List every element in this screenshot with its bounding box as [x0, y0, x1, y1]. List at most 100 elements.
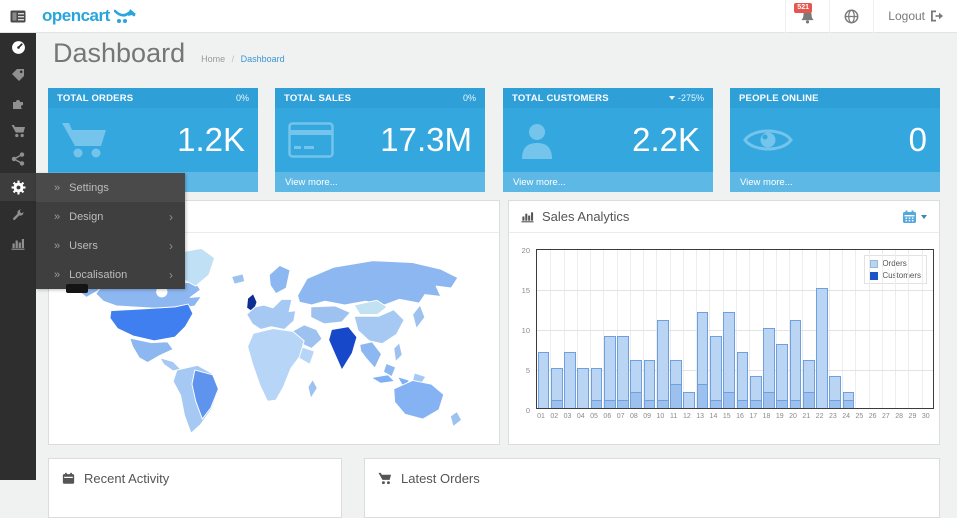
logout-button[interactable]: Logout: [873, 0, 957, 33]
panel-title: Sales Analytics: [542, 209, 630, 224]
world-map-panel-header: [49, 201, 499, 233]
latest-orders-header: Latest Orders: [365, 459, 939, 497]
map-country-philippines[interactable]: [393, 342, 403, 363]
double-chevron-icon: »: [54, 268, 61, 281]
chart-bar-orders: [550, 368, 563, 408]
chart-bar-customers: [776, 400, 789, 408]
x-tick-label: 12: [683, 413, 691, 420]
x-tick-label: 19: [775, 413, 784, 420]
chart-bar-customers: [736, 400, 749, 408]
sign-out-icon: [931, 10, 943, 22]
wrench-icon: [13, 209, 24, 220]
gridline-vertical: [828, 250, 830, 408]
map-tooltip: [66, 284, 88, 293]
sidebar-item-extensions[interactable]: [0, 89, 36, 117]
sidebar-nav: [0, 33, 36, 480]
chart-bar-orders: [816, 288, 828, 408]
stores-button[interactable]: [829, 0, 873, 33]
sidebar-item-reports[interactable]: [0, 229, 36, 257]
chart-plot: Orders Customers 05101520010203040506070…: [522, 246, 934, 420]
map-country-mexico[interactable]: [129, 337, 174, 363]
map-borneo[interactable]: [382, 362, 397, 378]
breadcrumb-home-link[interactable]: Home: [201, 54, 226, 64]
map-country-australia[interactable]: [393, 379, 445, 420]
view-more-link[interactable]: View more...: [275, 172, 485, 192]
chart-bar-orders: [643, 360, 656, 408]
map-country-japan[interactable]: [412, 304, 426, 330]
sidebar-item-marketing[interactable]: [0, 145, 36, 173]
chart-bar-orders: [670, 360, 682, 408]
chevron-right-icon: ›: [169, 209, 173, 224]
notifications-button[interactable]: 521: [785, 0, 829, 33]
view-more-link[interactable]: View more...: [503, 172, 713, 192]
map-central-america[interactable]: [159, 357, 182, 372]
map-country-russia[interactable]: [297, 260, 459, 306]
world-map[interactable]: [54, 239, 494, 437]
gridline-vertical: [842, 250, 844, 408]
flyout-item-settings[interactable]: » Settings: [36, 173, 185, 202]
map-country-new-zealand[interactable]: [449, 411, 463, 428]
chart-bar-orders: [709, 336, 722, 408]
map-country-brazil[interactable]: [191, 369, 219, 420]
flyout-item-label: Settings: [69, 181, 109, 194]
shopping-cart-icon: [11, 125, 25, 138]
sidebar-item-catalog[interactable]: [0, 61, 36, 89]
gridline-vertical: [921, 250, 923, 408]
dashboard-icon: [11, 40, 25, 54]
sidebar-item-tools[interactable]: [0, 201, 36, 229]
latest-orders-panel: Latest Orders: [364, 458, 940, 518]
chevron-right-icon: ›: [169, 267, 173, 282]
gridline-vertical: [855, 250, 857, 408]
y-tick-label: 10: [521, 326, 530, 335]
map-central-asia[interactable]: [310, 305, 351, 325]
map-scandinavia[interactable]: [268, 264, 291, 295]
sidebar-toggle-button[interactable]: [0, 0, 36, 33]
breadcrumb-current-link[interactable]: Dashboard: [240, 54, 285, 64]
legend-swatch-orders: [870, 259, 879, 268]
map-africa[interactable]: [247, 328, 305, 402]
notification-count-badge: 521: [794, 2, 812, 13]
gridline-vertical: [868, 250, 870, 408]
map-country-china[interactable]: [353, 309, 405, 345]
map-country-iceland[interactable]: [231, 273, 246, 285]
x-tick-label: 08: [629, 413, 638, 420]
sidebar-item-sales[interactable]: [0, 117, 36, 145]
chart-bar-customers: [643, 400, 656, 408]
map-country-usa[interactable]: [109, 303, 194, 342]
x-tick-label: 22: [815, 413, 824, 420]
view-more-link[interactable]: View more...: [730, 172, 940, 192]
chart-bar-customers: [617, 400, 629, 408]
flyout-item-localisation[interactable]: » Localisation ›: [36, 260, 185, 289]
map-country-india[interactable]: [328, 326, 358, 371]
chevron-right-icon: ›: [169, 238, 173, 253]
tile-label: TOTAL ORDERS: [57, 92, 134, 104]
flyout-item-users[interactable]: » Users ›: [36, 231, 185, 260]
map-country-mongolia[interactable]: [353, 299, 388, 315]
user-icon: [522, 124, 552, 159]
date-range-button[interactable]: [902, 210, 927, 224]
credit-card-icon: [288, 122, 334, 158]
gridline-horizontal: [537, 330, 933, 331]
x-tick-label: 10: [656, 413, 665, 420]
chart-bar-orders: [776, 344, 789, 408]
map-indonesia-1[interactable]: [370, 374, 396, 384]
double-chevron-icon: »: [54, 239, 61, 252]
gridline-vertical: [576, 250, 578, 408]
gridline-vertical: [682, 250, 684, 408]
x-tick-label: 13: [696, 413, 705, 420]
x-tick-label: 04: [576, 413, 585, 420]
page-heading: Dashboard Home / Dashboard: [53, 38, 285, 69]
sidebar-item-dashboard[interactable]: [0, 33, 36, 61]
chart-bar-orders: [723, 312, 735, 408]
map-country-madagascar[interactable]: [307, 379, 318, 399]
x-tick-label: 03: [563, 413, 572, 420]
opencart-logo[interactable]: opencart: [42, 6, 136, 26]
chart-bar-customers: [749, 400, 762, 408]
tile-value: 0: [908, 121, 927, 158]
sidebar-item-system[interactable]: [0, 173, 36, 201]
chart-bar-customers: [656, 400, 669, 408]
flyout-item-design[interactable]: » Design ›: [36, 202, 185, 231]
map-indochina[interactable]: [359, 341, 382, 369]
map-europe[interactable]: [246, 298, 297, 330]
caret-down-icon: [668, 96, 675, 100]
